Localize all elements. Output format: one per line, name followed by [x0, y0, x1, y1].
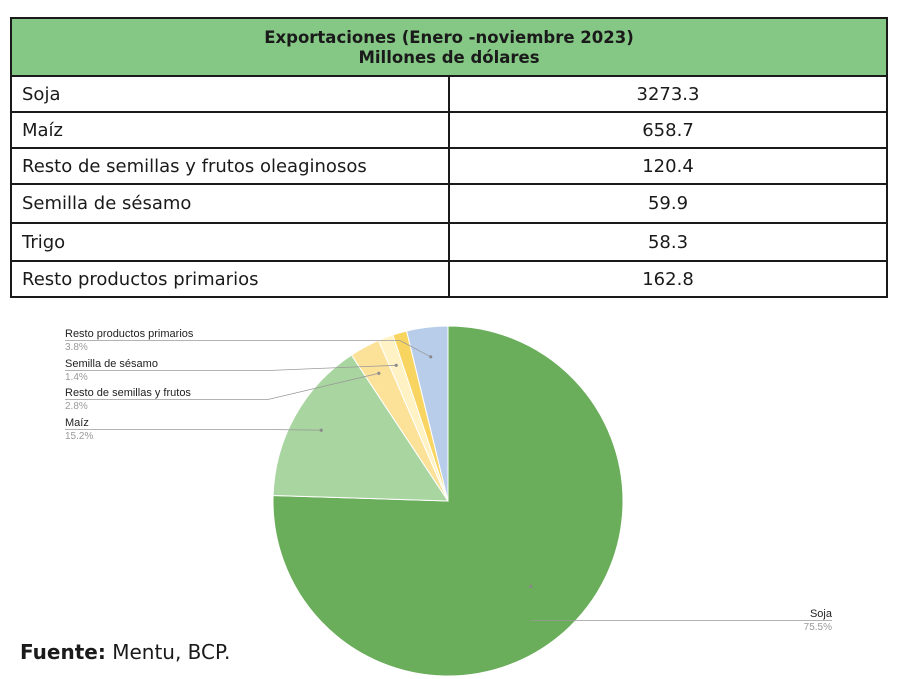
leader-dot [529, 584, 533, 589]
leader-line [65, 372, 379, 400]
pie-slice-1 [272, 354, 449, 502]
row-label: Resto de semillas y frutos oleaginosos [10, 147, 450, 185]
leader-dot [377, 371, 381, 375]
table-title: Exportaciones (Enero -noviembre 2023) [264, 28, 634, 47]
slice-percent: 2.8% [65, 401, 88, 412]
exports-table: Exportaciones (Enero -noviembre 2023) Mi… [10, 17, 888, 298]
slice-label: Soja [810, 608, 833, 620]
row-value: 120.4 [448, 147, 888, 185]
slice-percent: 75.5% [804, 622, 832, 633]
leader-dot [319, 428, 323, 432]
table-row: Resto de semillas y frutos oleaginosos 1… [10, 147, 888, 185]
row-value: 58.3 [448, 222, 888, 262]
table-row: Resto productos primarios 162.8 [10, 260, 888, 298]
table-header: Exportaciones (Enero -noviembre 2023) Mi… [10, 17, 888, 77]
table-row: Maíz 658.7 [10, 111, 888, 149]
row-label: Resto productos primarios [10, 260, 450, 298]
row-value: 59.9 [448, 183, 888, 224]
slice-label: Semilla de sésamo [65, 358, 158, 370]
leader-line [65, 364, 397, 371]
slice-percent: 3.8% [65, 342, 88, 353]
slice-label: Maíz [65, 417, 89, 429]
source-prefix: Fuente: [20, 640, 106, 664]
exports-table-wrapper: Exportaciones (Enero -noviembre 2023) Mi… [10, 17, 888, 298]
pie-slice-5 [406, 325, 449, 502]
leader-dot [394, 363, 398, 367]
slice-percent: 15.2% [65, 431, 93, 442]
row-value: 658.7 [448, 111, 888, 149]
row-label: Maíz [10, 111, 450, 149]
pie-slices [272, 325, 624, 677]
table-row: Soja 3273.3 [10, 75, 888, 113]
source-note: Fuente: Mentu, BCP. [20, 640, 230, 664]
table-row: Trigo 58.3 [10, 222, 888, 262]
source-text: Mentu, BCP. [105, 640, 231, 664]
row-value: 162.8 [448, 260, 888, 298]
leader-line [65, 340, 431, 358]
pie-labels: Soja 75.5% Maíz 15.2% Resto de semillas y fr… [65, 328, 833, 633]
slice-percent: 1.4% [65, 372, 88, 383]
pie-chart: Soja 75.5% Maíz 15.2% Resto de semillas y fr… [65, 325, 833, 677]
slice-label: Resto de semillas y frutos [65, 387, 191, 399]
leader-line [65, 429, 322, 431]
table-subtitle: Millones de dólares [358, 48, 540, 67]
slice-label: Resto productos primarios [65, 328, 194, 340]
row-label: Semilla de sésamo [10, 183, 450, 224]
row-label: Soja [10, 75, 450, 113]
row-label: Trigo [10, 222, 450, 262]
row-value: 3273.3 [448, 75, 888, 113]
table-row: Semilla de sésamo 59.9 [10, 183, 888, 224]
